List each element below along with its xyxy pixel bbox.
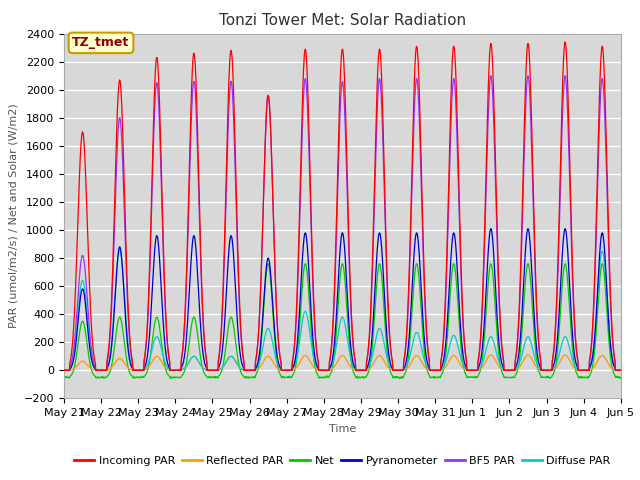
Y-axis label: PAR (umol/m2/s) / Net and Solar (W/m2): PAR (umol/m2/s) / Net and Solar (W/m2) [8,104,18,328]
Legend: Incoming PAR, Reflected PAR, Net, Pyranometer, BF5 PAR, Diffuse PAR: Incoming PAR, Reflected PAR, Net, Pyrano… [70,451,615,470]
Title: Tonzi Tower Met: Solar Radiation: Tonzi Tower Met: Solar Radiation [219,13,466,28]
Text: TZ_tmet: TZ_tmet [72,36,130,49]
X-axis label: Time: Time [329,424,356,433]
